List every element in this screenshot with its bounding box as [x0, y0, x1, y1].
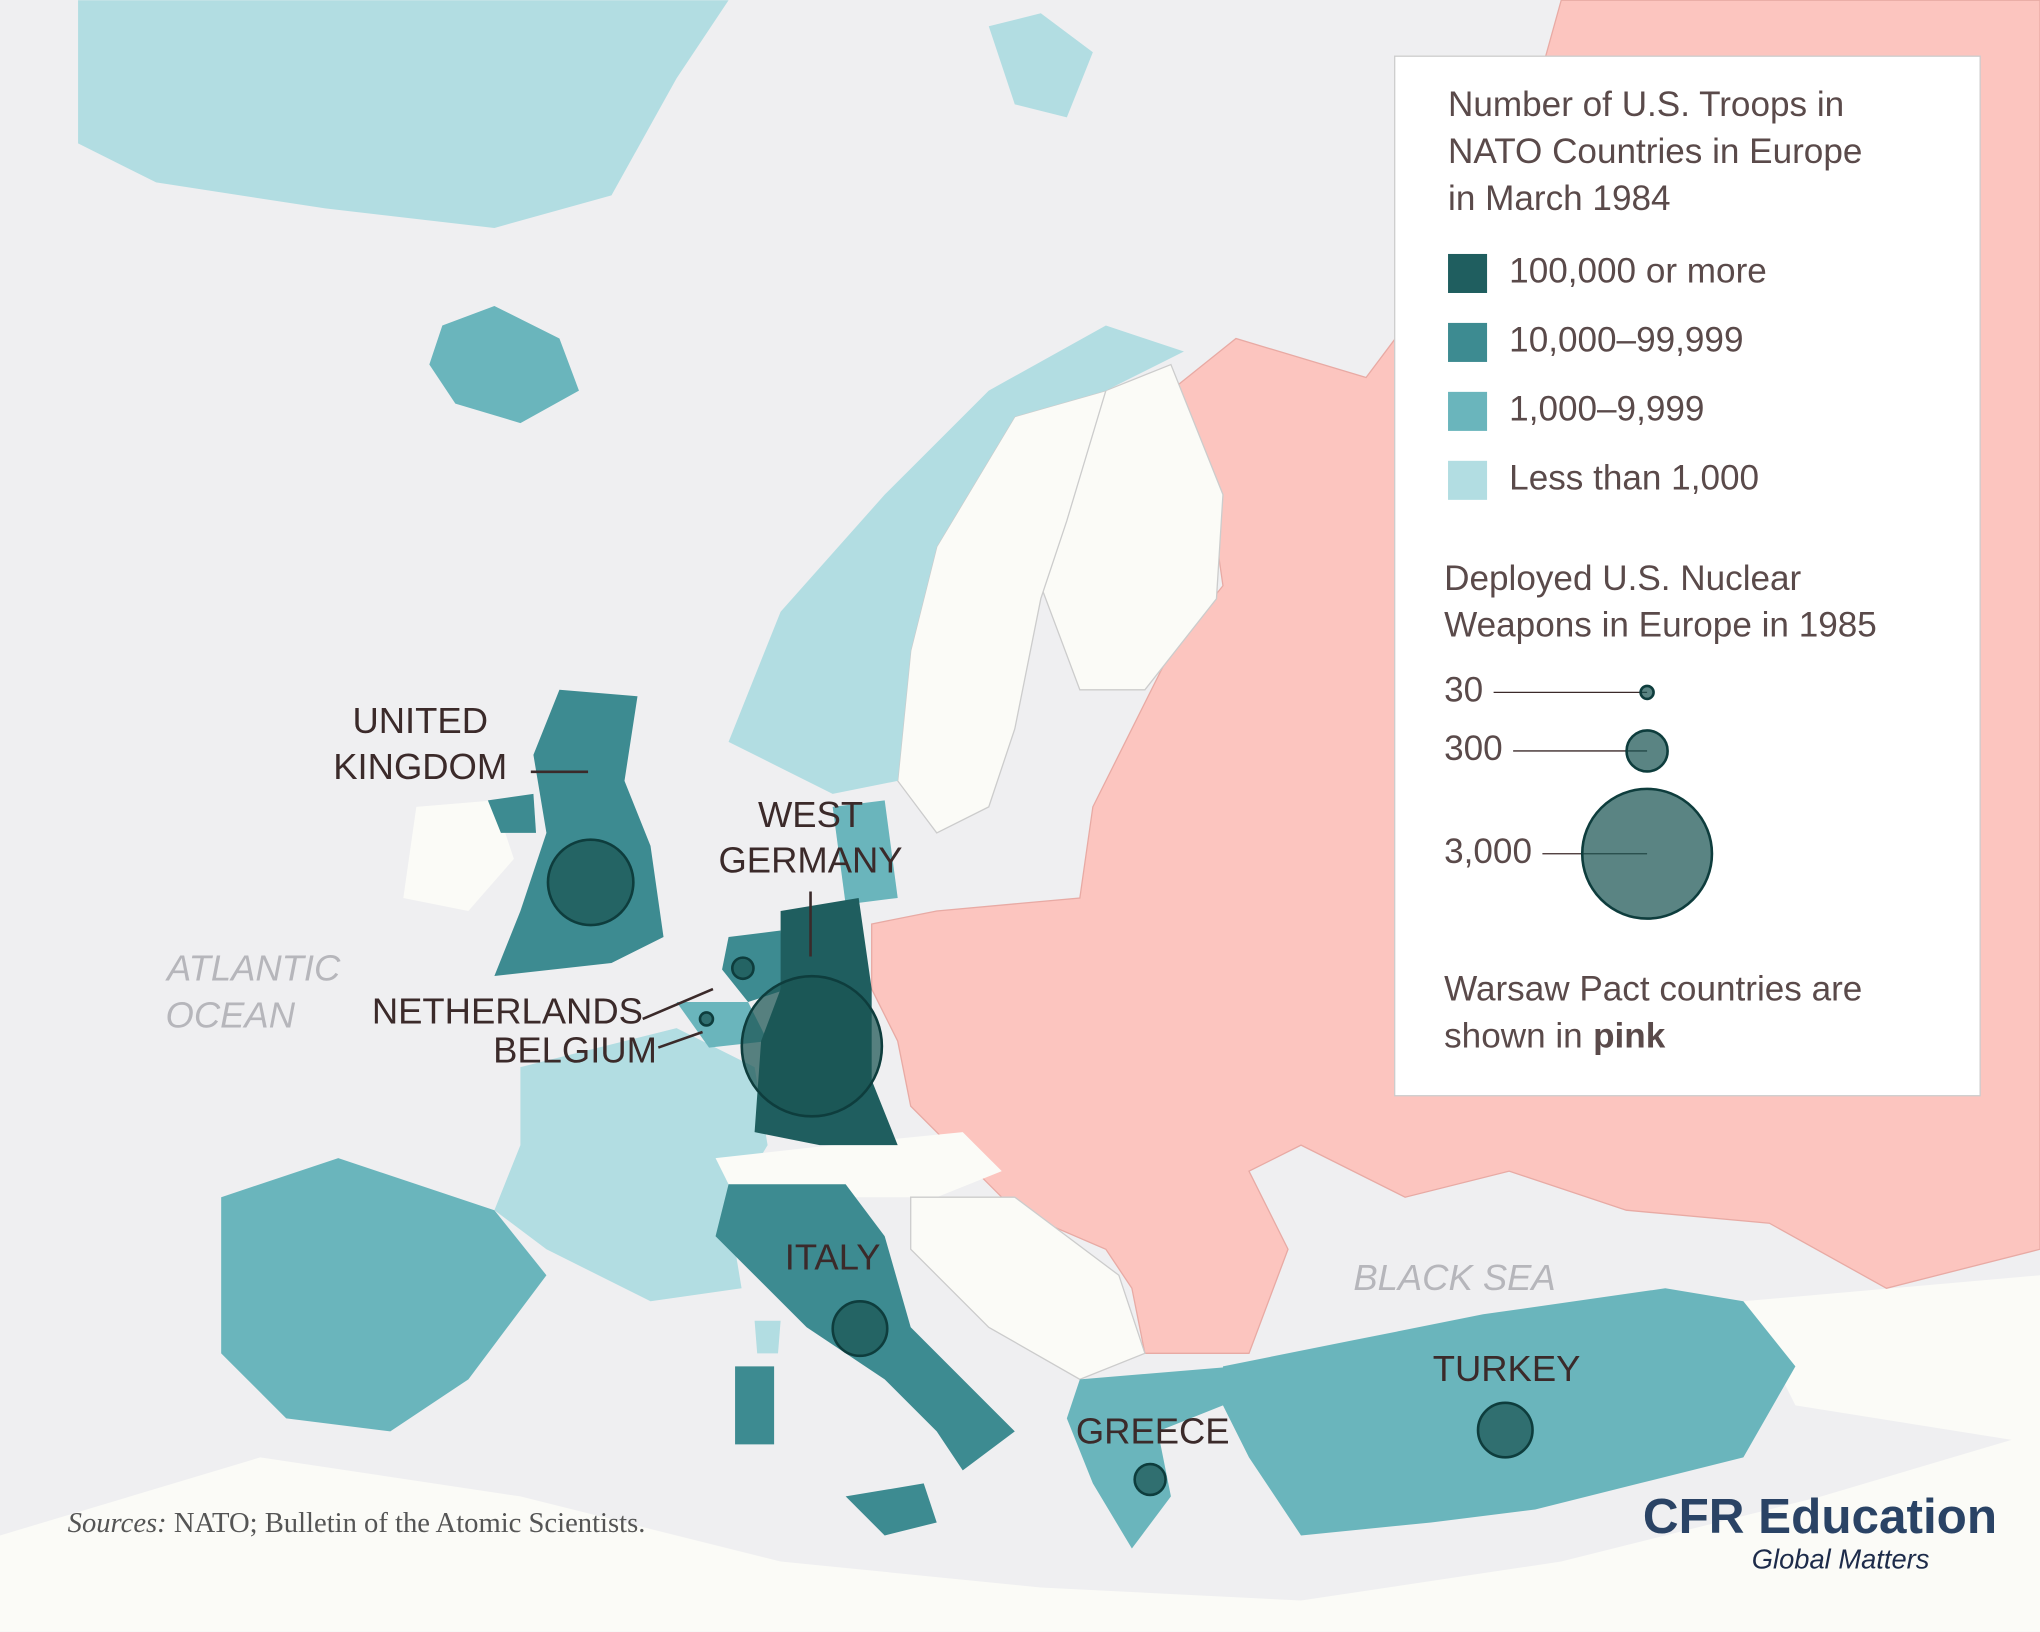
country: [1066, 1366, 1236, 1549]
legend-size-label: 30: [1444, 671, 1483, 710]
nuclear-bubble: [730, 956, 755, 981]
country-label: BELGIUM: [493, 1029, 657, 1070]
legend-label: 100,000 or more: [1509, 252, 1767, 291]
legend-note: Warsaw Pact countries are shown in: [1444, 970, 1862, 1056]
country: [735, 1366, 775, 1445]
legend-swatch: [1448, 460, 1488, 500]
legend-size-label: 3,000: [1444, 832, 1532, 871]
legend-note-highlight: pink: [1593, 1017, 1666, 1056]
legend-size-label: 300: [1444, 729, 1503, 768]
country: [487, 793, 537, 833]
nuclear-bubble: [546, 838, 635, 927]
legend-label: 1,000–9,999: [1509, 390, 1704, 429]
legend-title: NATO Countries in Europe: [1448, 132, 1862, 171]
country-label: NETHERLANDS: [372, 990, 643, 1031]
nuclear-bubble: [1133, 1462, 1167, 1497]
leaders: [530, 770, 812, 1049]
nuclear-bubble: [740, 974, 884, 1118]
sources: Sources: NATO; Bulletin of the Atomic Sc…: [68, 1507, 646, 1539]
sea-label: OCEAN: [166, 994, 296, 1035]
nuclear-bubble: [698, 1011, 715, 1027]
legend-bubble: [1639, 684, 1655, 701]
legend-swatch: [1448, 391, 1488, 431]
sea-label: ATLANTIC: [165, 947, 341, 988]
country: [845, 1483, 937, 1536]
sea-label: BLACK SEA: [1353, 1257, 1555, 1298]
nuclear-bubble: [831, 1300, 889, 1358]
country-label: GREECE: [1076, 1411, 1230, 1452]
legend-note-line: shown in: [1444, 1017, 1583, 1056]
country-label: TURKEY: [1433, 1348, 1581, 1389]
legend-box: [1394, 55, 1981, 1097]
legend-title: Weapons in Europe in 1985: [1444, 606, 1877, 645]
legend-bubble: [1580, 787, 1714, 920]
legend-label: Less than 1,000: [1509, 459, 1759, 498]
nuclear-bubble: [1476, 1401, 1534, 1459]
legend-title: in March 1984: [1448, 179, 1671, 218]
country-label: UNITED: [352, 700, 488, 741]
logo: CFR Education: [1643, 1489, 1997, 1544]
country-label: ITALY: [785, 1236, 881, 1277]
country-label: WEST: [758, 794, 863, 835]
legend-title: Deployed U.S. Nuclear: [1444, 559, 1801, 598]
legend-bubble: [1625, 729, 1669, 773]
country-label: GERMANY: [718, 839, 902, 880]
legend-swatch: [1448, 322, 1488, 362]
legend-title: Number of U.S. Troops in: [1448, 85, 1844, 124]
country-label: KINGDOM: [333, 746, 507, 787]
legend-note-line: Warsaw Pact countries are: [1444, 970, 1862, 1009]
logo-tagline: Global Matters: [1752, 1544, 1930, 1575]
legend-swatch: [1448, 253, 1488, 293]
legend-label: 10,000–99,999: [1509, 321, 1743, 360]
